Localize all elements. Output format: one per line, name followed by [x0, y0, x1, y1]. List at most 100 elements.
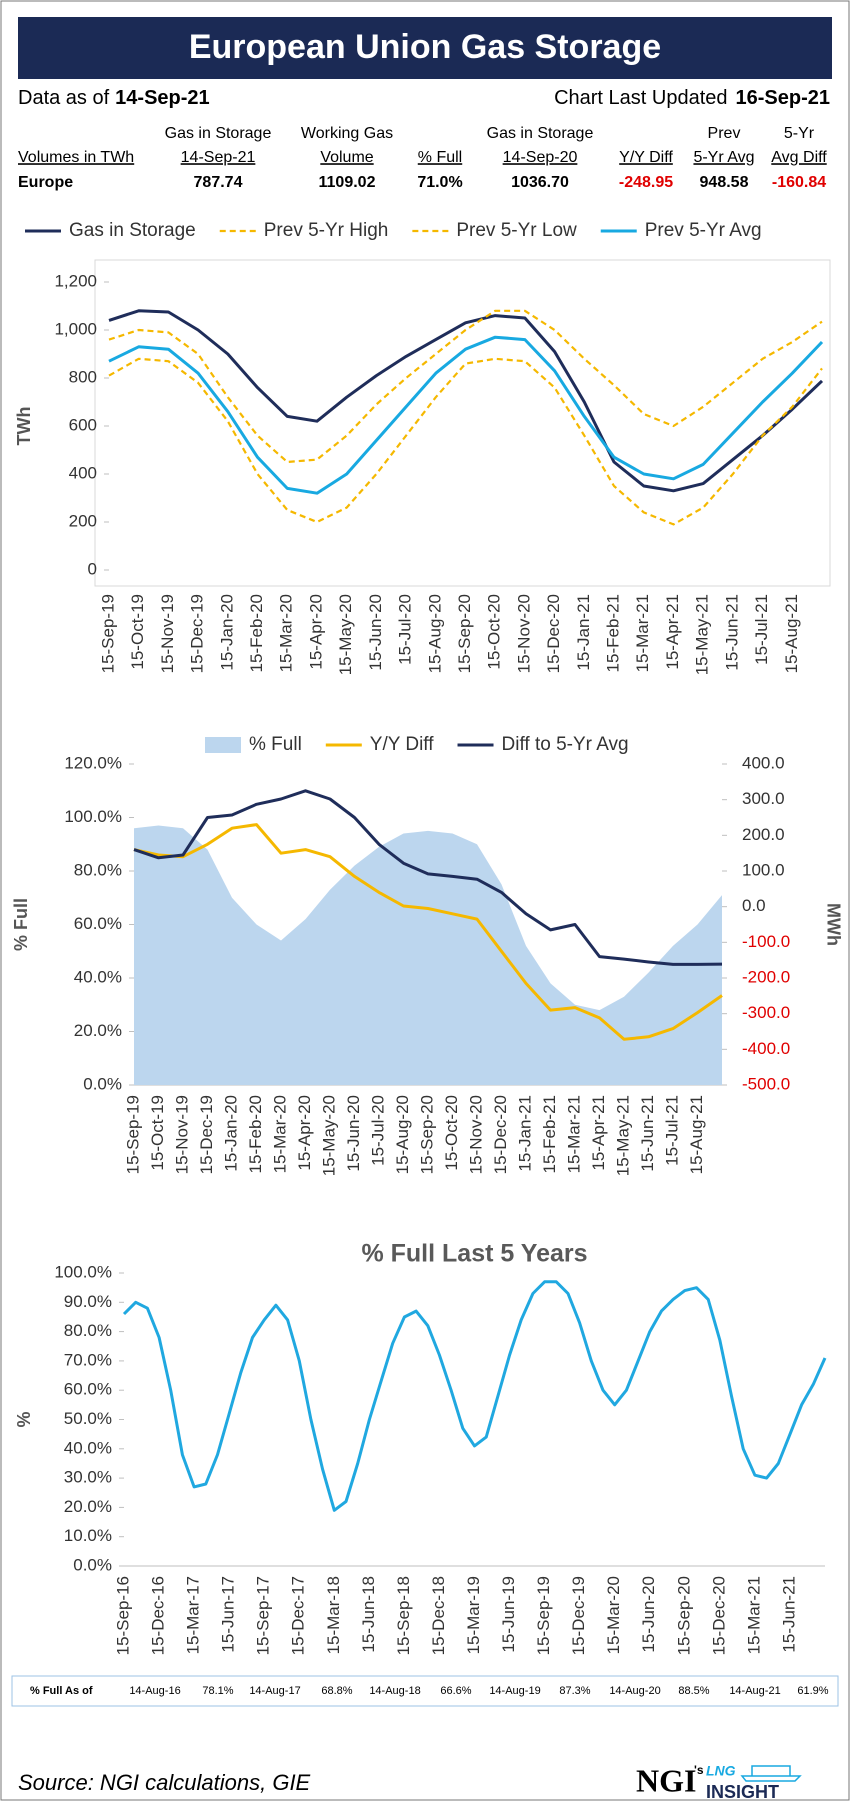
x-tick-label: 15-Dec-19 [569, 1576, 588, 1655]
logo-product-bottom: INSIGHT [706, 1782, 779, 1801]
table-header: Working Gas [301, 125, 393, 142]
legend-label: Prev 5-Yr Avg [645, 220, 762, 241]
title-bar [18, 17, 832, 79]
table-cell: 1036.70 [511, 174, 569, 191]
x-tick-label: 15-Oct-19 [148, 1095, 167, 1171]
x-tick-label: 15-Sep-19 [123, 1095, 142, 1174]
x-tick-label: 15-May-21 [693, 594, 712, 675]
y2-tick-label: 0.0 [742, 896, 766, 915]
y-tick-label: 40.0% [64, 1438, 112, 1457]
footer-date: 14-Aug-17 [249, 1685, 300, 1697]
y2-tick-label: 400.0 [742, 753, 785, 772]
x-tick-label: 15-Jul-21 [662, 1095, 681, 1166]
y-tick-label: 0.0% [73, 1555, 112, 1574]
x-tick-label: 15-Aug-20 [393, 1095, 412, 1174]
y2-tick-label: 100.0 [742, 860, 785, 879]
y-tick-label: 120.0% [64, 753, 122, 772]
logo-product-top: LNG [706, 1763, 736, 1779]
x-tick-label: 15-Apr-20 [306, 594, 325, 670]
x-tick-label: 15-Sep-18 [394, 1576, 413, 1655]
x-tick-label: 15-Dec-20 [491, 1095, 510, 1174]
logo-possessive: 's [694, 1763, 704, 1777]
y-axis-label: TWh [14, 407, 34, 446]
line [108, 335, 824, 495]
x-tick-label: 15-Sep-20 [455, 594, 474, 673]
x-tick-label: 15-Aug-20 [425, 594, 444, 673]
footer-table-box [11, 1675, 839, 1707]
data-as-of-date: 14-Sep-21 [115, 87, 210, 109]
x-tick-label: 15-Mar-21 [633, 594, 652, 672]
x-tick-label: 15-Sep-20 [674, 1576, 693, 1655]
table-header: Y/Y Diff [619, 149, 673, 166]
legend-label: Diff to 5-Yr Avg [502, 734, 629, 755]
table-cell: -248.95 [619, 174, 673, 191]
x-tick-label: 15-Mar-20 [277, 594, 296, 672]
x-tick-label: 15-Feb-20 [246, 1095, 265, 1173]
footer-date: 14-Aug-21 [729, 1685, 780, 1697]
y-tick-label: 10.0% [64, 1526, 112, 1545]
x-tick-label: 15-Aug-21 [687, 1095, 706, 1174]
line [108, 309, 824, 493]
legend-label: Y/Y Diff [370, 734, 434, 755]
x-tick-label: 15-Sep-19 [98, 594, 117, 673]
x-tick-label: 15-Jun-17 [219, 1576, 238, 1653]
x-tick-label: 15-Jan-20 [217, 594, 236, 671]
y-tick-label: 60.0% [64, 1380, 112, 1399]
chart-title: % Full Last 5 Years [361, 1240, 587, 1268]
data-as-of-label: Data as of [18, 87, 110, 109]
x-tick-label: 15-Mar-20 [270, 1095, 289, 1173]
line [133, 823, 723, 1041]
table-header: Prev [708, 125, 741, 142]
table-header: % Full [418, 149, 462, 166]
x-tick-label: 15-Mar-20 [604, 1576, 623, 1654]
x-tick-label: 15-Mar-18 [324, 1576, 343, 1654]
y2-tick-label: -200.0 [742, 967, 790, 986]
x-tick-label: 15-Sep-20 [417, 1095, 436, 1174]
table-cell: 948.58 [700, 174, 749, 191]
x-tick-label: 15-Mar-17 [184, 1576, 203, 1654]
line [108, 309, 823, 464]
table-cell: -160.84 [772, 174, 826, 191]
table-header: 5-Yr [784, 125, 815, 142]
area [134, 825, 722, 1085]
y-tick-label: 20.0% [64, 1497, 112, 1516]
y-tick-label: 90.0% [64, 1292, 112, 1311]
y-tick-label: 50.0% [64, 1409, 112, 1428]
x-tick-label: 15-Sep-17 [254, 1576, 273, 1655]
x-tick-label: 15-Mar-19 [464, 1576, 483, 1654]
footer-value: 61.9% [797, 1685, 828, 1697]
table-cell: 787.74 [194, 174, 243, 191]
y2-tick-label: -100.0 [742, 932, 790, 951]
table-cell: 71.0% [417, 174, 462, 191]
x-tick-label: 15-May-20 [336, 594, 355, 675]
x-tick-label: 15-May-21 [613, 1095, 632, 1176]
x-tick-label: 15-Jan-21 [515, 1095, 534, 1172]
y-tick-label: 70.0% [64, 1350, 112, 1369]
table-header: Volume [320, 149, 373, 166]
table-header: Gas in Storage [487, 125, 594, 142]
table-header: 5-Yr Avg [693, 149, 754, 166]
y-tick-label: 30.0% [64, 1468, 112, 1487]
x-tick-label: 15-Nov-20 [466, 1095, 485, 1174]
footer-date: 14-Aug-16 [129, 1685, 180, 1697]
footer-value: 68.8% [321, 1685, 352, 1697]
x-tick-label: 15-Apr-20 [295, 1095, 314, 1171]
x-tick-label: 15-Jul-21 [752, 594, 771, 665]
x-tick-label: 15-Jul-20 [368, 1095, 387, 1166]
y-tick-label: 1,200 [54, 271, 97, 290]
x-tick-label: 15-Dec-20 [709, 1576, 728, 1655]
x-tick-label: 15-Mar-21 [744, 1576, 763, 1654]
footer-value: 87.3% [559, 1685, 590, 1697]
x-tick-label: 15-Dec-16 [149, 1576, 168, 1655]
footer-date: 14-Aug-18 [369, 1685, 420, 1697]
y2-tick-label: -300.0 [742, 1003, 790, 1022]
x-tick-label: 15-Oct-19 [128, 594, 147, 670]
x-tick-label: 15-Jun-20 [344, 1095, 363, 1172]
y-tick-label: 0.0% [83, 1074, 122, 1093]
updated: Chart Last Updated 16-Sep-21 [554, 87, 830, 109]
y-tick-label: 0 [88, 559, 97, 578]
source: Source: NGI calculations, GIE [18, 1770, 311, 1795]
table-header: Avg Diff [771, 149, 827, 166]
legend-label: % Full [249, 734, 302, 755]
